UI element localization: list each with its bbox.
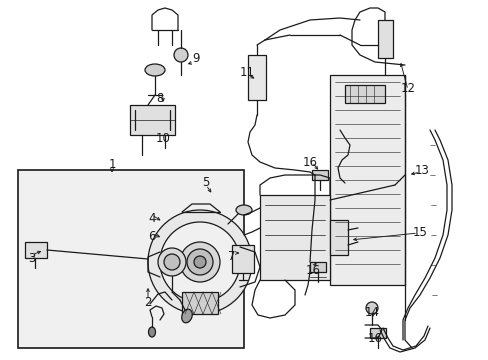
Text: 9: 9 (192, 51, 199, 64)
Bar (231, 245, 253, 273)
Text: 1: 1 (108, 158, 116, 171)
Text: 5: 5 (202, 175, 209, 189)
Bar (377, 20, 392, 58)
Text: 16: 16 (305, 264, 320, 276)
Circle shape (194, 256, 205, 268)
Text: 12: 12 (400, 81, 415, 94)
Text: 2: 2 (144, 297, 151, 310)
Bar (329, 220, 347, 255)
Ellipse shape (236, 205, 251, 215)
Bar (247, 55, 265, 100)
Ellipse shape (145, 64, 164, 76)
Bar (182, 292, 218, 314)
Text: 6: 6 (148, 230, 156, 243)
Bar (18, 170, 244, 348)
Ellipse shape (182, 309, 192, 323)
Circle shape (174, 48, 187, 62)
Bar (345, 85, 384, 103)
Circle shape (158, 248, 185, 276)
Circle shape (163, 254, 180, 270)
Bar (311, 170, 327, 180)
Circle shape (186, 249, 213, 275)
Text: 16: 16 (302, 156, 317, 168)
Text: 13: 13 (414, 163, 428, 176)
Bar (130, 105, 175, 135)
Text: 11: 11 (239, 66, 254, 78)
Text: 14: 14 (364, 306, 379, 319)
Circle shape (160, 222, 240, 302)
Text: 16: 16 (367, 332, 382, 345)
Circle shape (180, 242, 220, 282)
Text: 3: 3 (28, 252, 36, 265)
Text: 15: 15 (412, 226, 427, 239)
Circle shape (148, 210, 251, 314)
Bar (369, 328, 385, 338)
Text: 8: 8 (156, 91, 163, 104)
Ellipse shape (148, 327, 155, 337)
Bar (25, 242, 47, 258)
Text: 7: 7 (228, 249, 235, 262)
Text: 4: 4 (148, 211, 156, 225)
Bar (260, 195, 329, 280)
Text: 10: 10 (155, 131, 170, 144)
Bar (309, 262, 325, 272)
Circle shape (365, 302, 377, 314)
Bar (329, 75, 404, 285)
